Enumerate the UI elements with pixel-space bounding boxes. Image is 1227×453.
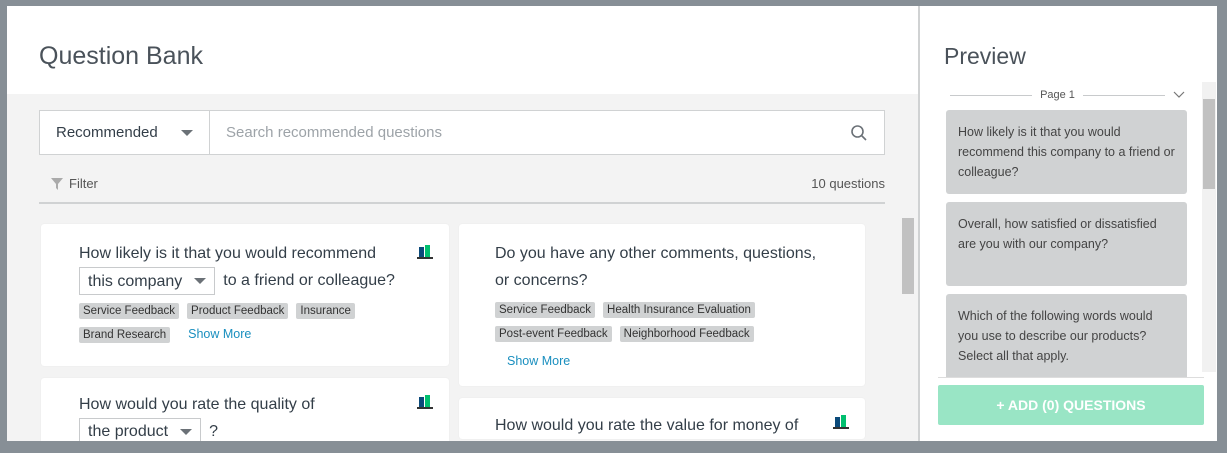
preview-scrollbar[interactable]	[1202, 82, 1216, 372]
tag: Neighborhood Feedback	[619, 326, 754, 342]
question-bank-panel: Question Bank Recommended Search recomme…	[7, 6, 918, 441]
question-card[interactable]: How would you rate the quality of the pr…	[41, 378, 449, 441]
dropdown-value: this company	[88, 272, 183, 290]
preview-question: Overall, how satisfied or dissatisfied a…	[946, 202, 1187, 286]
scrollbar-thumb[interactable]	[902, 218, 914, 294]
preview-panel: Preview Page 1 How likely is it that you…	[918, 6, 1217, 441]
preview-title: Preview	[944, 43, 1026, 69]
caret-down-icon	[180, 429, 193, 435]
tag: Insurance	[296, 303, 355, 319]
caret-down-icon	[194, 278, 207, 284]
divider	[1082, 94, 1165, 96]
show-more-link[interactable]: Show More	[507, 354, 571, 368]
tag-list: Service Feedback Health Insurance Evalua…	[495, 302, 795, 342]
preview-question: Which of the following words would you u…	[946, 294, 1187, 377]
question-bank-modal: Question Bank Recommended Search recomme…	[7, 6, 1217, 441]
filter-button[interactable]: Filter	[51, 176, 98, 191]
benchmark-chart-icon	[417, 394, 433, 409]
page-title: Question Bank	[39, 42, 203, 70]
tag: Product Feedback	[187, 303, 289, 319]
search-input[interactable]: Search recommended questions	[210, 111, 884, 154]
page-divider[interactable]: Page 1	[950, 89, 1185, 101]
tag: Health Insurance Evaluation	[603, 302, 755, 318]
tag: Brand Research	[79, 327, 171, 343]
divider	[39, 202, 885, 204]
category-select[interactable]: Recommended	[40, 111, 210, 154]
divider	[938, 377, 1204, 378]
search-bar: Recommended Search recommended questions	[39, 110, 885, 155]
question-text-part: How would you rate the quality of	[79, 396, 315, 413]
tag: Service Feedback	[495, 302, 596, 318]
dropdown-value: the product	[88, 423, 169, 440]
benchmark-chart-icon	[833, 414, 849, 429]
add-questions-button[interactable]: + ADD (0) QUESTIONS	[938, 385, 1204, 425]
search-icon[interactable]	[850, 124, 868, 142]
question-bank-body: Recommended Search recommended questions…	[7, 94, 918, 441]
benchmark-chart-icon	[417, 244, 433, 259]
divider	[950, 94, 1033, 96]
preview-question: How likely is it that you would recommen…	[946, 110, 1187, 194]
filter-label: Filter	[69, 176, 98, 191]
caret-down-icon	[181, 129, 193, 136]
page-label: Page 1	[1040, 89, 1075, 101]
tag-list: Service Feedback Product Feedback Insura…	[79, 303, 411, 343]
question-variable-dropdown[interactable]: this company	[79, 267, 216, 295]
question-count: 10 questions	[811, 176, 885, 191]
question-text-part: to a friend or colleague?	[223, 272, 395, 290]
question-card[interactable]: Do you have any other comments, question…	[459, 224, 865, 386]
scrollbar[interactable]	[901, 204, 915, 441]
question-card[interactable]: How would you rate the value for money o…	[459, 398, 865, 439]
question-text: How would you rate the value for money o…	[495, 417, 799, 434]
question-variable-dropdown[interactable]: the product	[79, 418, 202, 441]
question-text: How would you rate the quality of the pr…	[79, 392, 411, 441]
category-select-value: Recommended	[56, 124, 158, 141]
question-text: How likely is it that you would recommen…	[79, 240, 411, 295]
tag: Post-event Feedback	[495, 326, 612, 342]
question-card[interactable]: How likely is it that you would recommen…	[41, 224, 449, 366]
question-text-part: ?	[209, 423, 218, 441]
search-placeholder: Search recommended questions	[226, 124, 442, 141]
show-more-link[interactable]: Show More	[188, 327, 252, 341]
question-text-part: How likely is it that you would recommen…	[79, 245, 377, 262]
chevron-down-icon[interactable]	[1173, 91, 1185, 99]
filter-icon	[51, 177, 63, 190]
question-text: Do you have any other comments, question…	[495, 245, 817, 289]
scrollbar-thumb[interactable]	[1203, 99, 1215, 189]
tag: Service Feedback	[79, 303, 180, 319]
